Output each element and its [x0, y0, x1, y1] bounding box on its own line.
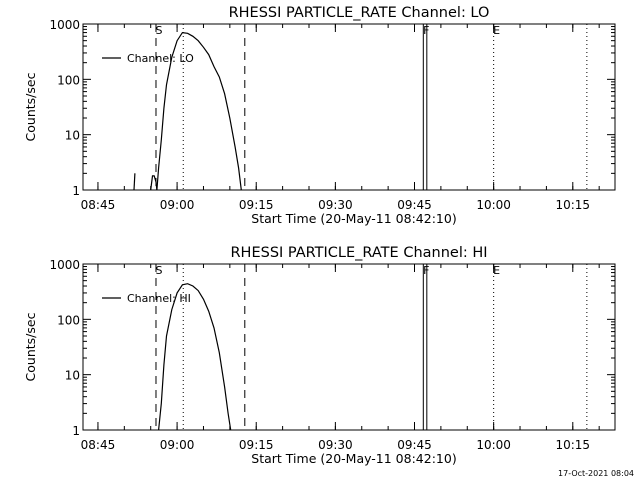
- x-tick-label-0915: 09:15: [239, 438, 274, 452]
- plot-frame: [82, 263, 616, 431]
- chart-title: RHESSI PARTICLE_RATE Channel: LO: [229, 5, 490, 21]
- x-axis-label: Start Time (20-May-11 08:42:10): [251, 211, 456, 226]
- timestamp-stamp: 17-Oct-2021 08:04: [558, 469, 634, 478]
- marker-label-e: E: [493, 264, 500, 277]
- x-tick-label-0945: 09:45: [397, 438, 432, 452]
- series-line-0-segment-0: [158, 283, 232, 431]
- y-tick-label-1000: 1000: [49, 18, 80, 32]
- y-tick-label-10: 10: [65, 129, 80, 143]
- chart-panel-hi: RHESSI PARTICLE_RATE Channel: HI S F E 1 10 10…: [23, 245, 616, 466]
- plot-frame: [82, 23, 616, 191]
- x-tick-label-1000: 10:00: [476, 438, 511, 452]
- x-tick-label-0915: 09:15: [239, 198, 274, 212]
- y-tick-label-100: 100: [57, 313, 80, 327]
- chart-panel-lo: RHESSI PARTICLE_RATE Channel: LO S F E 1 10 10…: [23, 5, 616, 226]
- marker-label-s: S: [155, 24, 162, 37]
- x-tick-label-1015: 10:15: [555, 198, 590, 212]
- marker-label-f: F: [423, 24, 429, 37]
- x-tick-label-0945: 09:45: [397, 198, 432, 212]
- series-line-0-segment-1: [150, 175, 158, 191]
- y-tick-label-1000: 1000: [49, 258, 80, 272]
- y-tick-label-1: 1: [72, 424, 80, 438]
- x-tick-label-1000: 10:00: [476, 198, 511, 212]
- y-tick-label-1: 1: [72, 184, 80, 198]
- marker-label-s: S: [155, 264, 162, 277]
- legend-label: Channel: LO: [127, 52, 194, 65]
- x-tick-label-1015: 10:15: [555, 438, 590, 452]
- y-axis-label: Counts/sec: [23, 312, 38, 381]
- series-line-0-segment-0: [133, 173, 136, 191]
- y-tick-label-100: 100: [57, 73, 80, 87]
- x-tick-label-0930: 09:30: [318, 438, 353, 452]
- x-axis-label: Start Time (20-May-11 08:42:10): [251, 451, 456, 466]
- legend-label: Channel: HI: [127, 292, 191, 305]
- chart-title: RHESSI PARTICLE_RATE Channel: HI: [230, 245, 487, 261]
- y-tick-label-10: 10: [65, 369, 80, 383]
- x-tick-label-0900: 09:00: [160, 198, 195, 212]
- x-tick-label-0900: 09:00: [160, 438, 195, 452]
- marker-label-e: E: [493, 24, 500, 37]
- x-tick-label-0845: 08:45: [81, 198, 116, 212]
- x-tick-label-0930: 09:30: [318, 198, 353, 212]
- series-line-0-segment-2: [156, 31, 242, 191]
- marker-label-f: F: [423, 264, 429, 277]
- x-tick-label-0845: 08:45: [81, 438, 116, 452]
- y-axis-label: Counts/sec: [23, 72, 38, 141]
